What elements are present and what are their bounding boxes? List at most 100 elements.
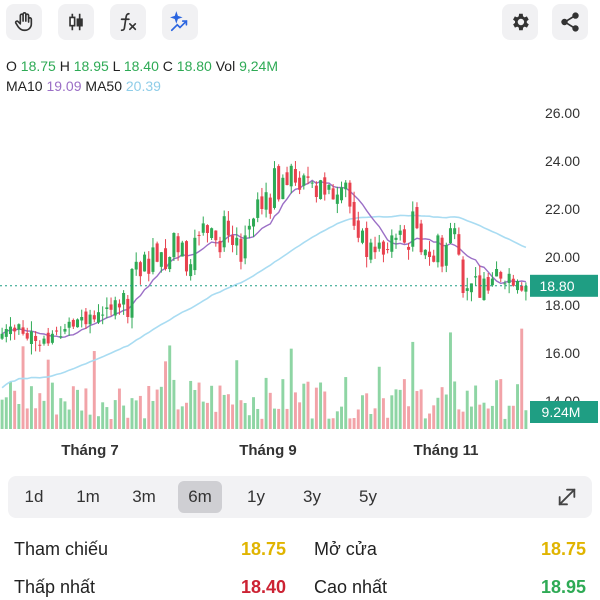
volume-bar xyxy=(268,392,272,429)
candle-body xyxy=(277,166,281,200)
candle-body xyxy=(272,168,276,208)
candle-body xyxy=(285,172,289,185)
low-price-value: 18.40 xyxy=(240,577,286,597)
low-value: 18.40 xyxy=(123,58,159,74)
candle-body xyxy=(520,285,524,291)
hand-tool-button[interactable] xyxy=(6,4,42,40)
share-button[interactable] xyxy=(552,4,588,40)
volume-bar xyxy=(260,418,264,429)
volume-bar xyxy=(503,418,507,429)
candle-body xyxy=(67,321,71,328)
candle-body xyxy=(516,281,520,291)
candle-body xyxy=(495,269,499,277)
open-price-label: Mở cửa xyxy=(314,539,377,559)
share-icon xyxy=(561,12,579,32)
volume-bar xyxy=(205,402,209,429)
candle-body xyxy=(511,278,515,286)
tf-6m[interactable]: 6m xyxy=(178,481,222,513)
tf-1d[interactable]: 1d xyxy=(24,487,44,506)
candle-body xyxy=(38,344,42,346)
volume-bar xyxy=(465,390,469,429)
candle-body xyxy=(138,262,142,277)
volume-bar xyxy=(356,409,360,429)
candle-body xyxy=(205,225,209,233)
chart-type-button[interactable] xyxy=(58,4,94,40)
tf-1m[interactable]: 1m xyxy=(76,487,100,506)
ma-layer xyxy=(1,179,527,389)
candle-body xyxy=(302,175,306,186)
candle-body xyxy=(143,254,147,272)
candle-body xyxy=(344,182,348,190)
volume-bar xyxy=(117,388,121,429)
volume-bar xyxy=(348,418,352,429)
candle-body xyxy=(444,245,448,266)
candle-body xyxy=(428,251,432,257)
axis-layer: 26.0024.0022.0020.0018.0016.0014.0018.80… xyxy=(0,105,598,459)
candle-body xyxy=(34,335,38,341)
tf-3m[interactable]: 3m xyxy=(132,487,156,506)
volume-bar xyxy=(390,395,394,429)
candle-body xyxy=(411,211,415,247)
volume-bar xyxy=(76,389,79,429)
tf-5y[interactable]: 5y xyxy=(359,487,377,506)
volume-bar xyxy=(193,389,197,429)
candle-body xyxy=(260,196,264,209)
ma-legend: MA10 19.09 MA50 20.39 xyxy=(6,76,161,96)
volume-bar xyxy=(126,417,130,429)
candle-body xyxy=(29,331,33,344)
tf-1y[interactable]: 1y xyxy=(247,487,265,506)
tf-3y[interactable]: 3y xyxy=(303,487,321,506)
candle-body xyxy=(453,228,457,235)
volume-bar xyxy=(138,395,142,429)
ma50-value: 20.39 xyxy=(125,78,161,94)
volume-bar xyxy=(218,385,222,429)
volume-bar xyxy=(122,405,126,429)
volume-bar xyxy=(407,406,411,429)
volume-bar xyxy=(423,418,427,429)
candle-body xyxy=(71,319,75,327)
candle-body xyxy=(239,238,243,262)
high-value: 18.95 xyxy=(73,58,109,74)
volume-bar xyxy=(239,400,243,429)
candle-body xyxy=(503,283,507,285)
volume-bar xyxy=(457,409,461,429)
volume-bar xyxy=(369,413,373,429)
volume-bar xyxy=(449,332,452,429)
volume-bar xyxy=(71,386,75,429)
close-value: 18.80 xyxy=(176,58,212,74)
candle-body xyxy=(268,197,272,214)
volume-bar xyxy=(80,410,84,429)
x-axis-label: Tháng 11 xyxy=(413,442,478,459)
candle-body xyxy=(448,228,452,244)
volume-bar xyxy=(428,413,431,429)
expand-icon[interactable] xyxy=(556,486,578,508)
hand-icon xyxy=(14,12,33,32)
candle-body xyxy=(256,199,260,218)
candle-body xyxy=(101,314,105,316)
settings-button[interactable] xyxy=(502,4,538,40)
indicators-button[interactable] xyxy=(110,4,146,40)
price-chart[interactable]: 26.0024.0022.0020.0018.0016.0014.0018.80… xyxy=(0,50,600,465)
candle-body xyxy=(310,182,314,184)
volume-bar xyxy=(306,381,310,429)
volume-bar xyxy=(243,403,247,429)
volume-bar xyxy=(285,408,289,429)
volume-bar xyxy=(130,398,134,429)
candle-body xyxy=(0,333,4,339)
price-axis-label: 26.00 xyxy=(545,105,580,121)
candle-body xyxy=(42,338,46,344)
candle-body xyxy=(369,242,373,260)
volume-bar xyxy=(159,386,163,429)
volume-bar xyxy=(302,383,306,429)
volume-bar xyxy=(84,388,88,429)
candle-body xyxy=(252,218,256,227)
ai-tools-button[interactable] xyxy=(162,4,198,40)
volume-bar xyxy=(180,406,184,429)
x-axis-label: Tháng 9 xyxy=(239,442,297,459)
volume-bar xyxy=(42,400,46,429)
volume-bar xyxy=(482,402,486,429)
volume-bar xyxy=(314,387,318,429)
candle-body xyxy=(17,324,21,330)
volume-bar xyxy=(520,328,524,429)
candle-body xyxy=(469,283,473,293)
